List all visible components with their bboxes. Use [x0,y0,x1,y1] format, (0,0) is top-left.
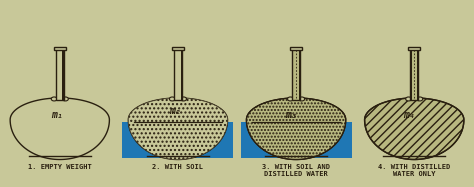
Bar [54,47,66,50]
Text: m₁: m₁ [52,110,63,120]
Bar [174,48,182,100]
Ellipse shape [417,97,423,101]
Text: 4. WITH DISTILLED
WATER ONLY: 4. WITH DISTILLED WATER ONLY [378,165,450,177]
Text: m₃: m₃ [285,110,297,120]
Ellipse shape [181,97,186,101]
Bar [410,48,419,100]
Polygon shape [10,98,109,160]
Ellipse shape [169,97,175,101]
Bar [408,47,420,50]
Bar [181,48,182,100]
Bar [417,48,419,100]
Bar [293,50,299,100]
Bar [299,48,300,100]
Bar [63,48,64,100]
Bar [410,48,411,100]
Bar [175,50,181,100]
Polygon shape [128,98,228,160]
Bar [174,48,175,100]
Text: m₂: m₂ [170,106,182,116]
Ellipse shape [288,97,293,101]
Bar [292,48,300,100]
Ellipse shape [51,97,57,101]
Polygon shape [246,98,346,160]
Polygon shape [128,98,228,160]
Text: 2. WITH SOIL: 2. WITH SOIL [153,165,203,171]
Bar [411,50,417,100]
Text: 1. EMPTY WEIGHT: 1. EMPTY WEIGHT [28,165,91,171]
Text: m₄: m₄ [403,110,415,120]
Polygon shape [365,98,464,160]
Bar [290,47,302,50]
Ellipse shape [63,97,68,101]
Bar [122,122,234,157]
Bar [172,47,184,50]
Ellipse shape [299,97,305,101]
Bar [57,50,63,100]
Bar [55,48,57,100]
Text: 3. WITH SOIL AND
DISTILLED WATER: 3. WITH SOIL AND DISTILLED WATER [262,165,330,177]
Polygon shape [128,98,228,160]
Bar [240,122,352,157]
Polygon shape [246,98,346,160]
Bar [292,48,293,100]
Ellipse shape [406,97,411,101]
Bar [55,48,64,100]
